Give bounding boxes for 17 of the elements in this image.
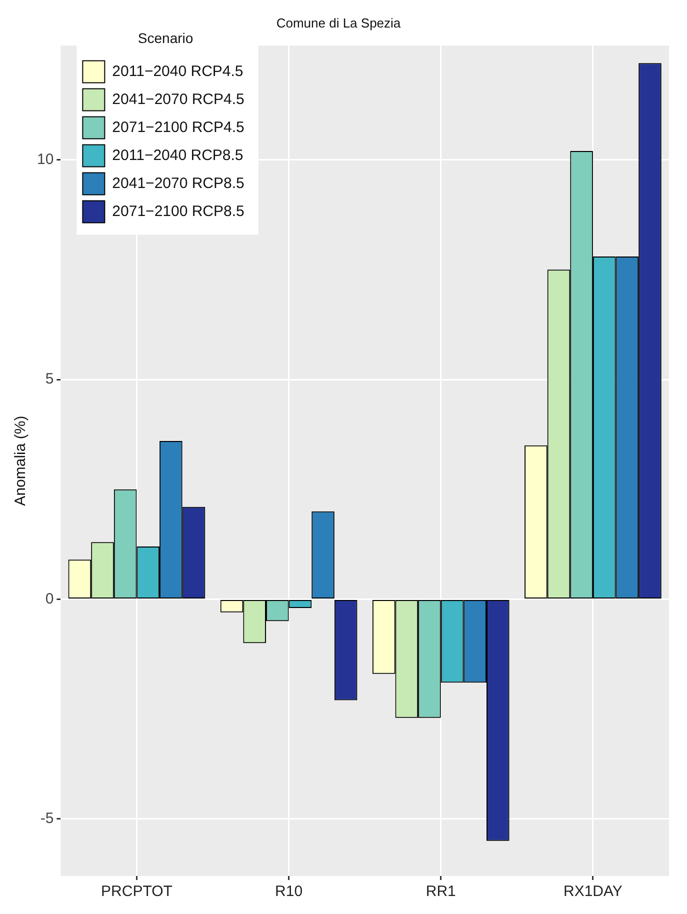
legend-label: 2011−2040 RCP4.5 [112,62,244,80]
x-tick-label: RX1DAY [564,883,622,900]
y-axis-title: Anomalia (%) [12,416,30,506]
legend-label: 2041−2070 RCP4.5 [112,90,244,108]
y-tick-label: -5 [40,810,54,828]
legend-label: 2071−2100 RCP8.5 [112,202,244,220]
y-tick-label: 10 [36,150,54,168]
x-tick-label: R10 [275,883,303,900]
y-tick-label: 5 [45,370,54,388]
legend-label: 2041−2070 RCP8.5 [112,174,244,192]
legend-title: Scenario [138,30,194,46]
x-tick-label: RR1 [426,883,456,900]
x-tick-label: PRCPTOT [101,883,172,900]
y-tick-label: 0 [45,590,54,608]
legend-label: 2011−2040 RCP8.5 [112,146,244,164]
legend-label: 2071−2100 RCP4.5 [112,118,244,136]
chart-title: Comune di La Spezia [276,15,402,30]
